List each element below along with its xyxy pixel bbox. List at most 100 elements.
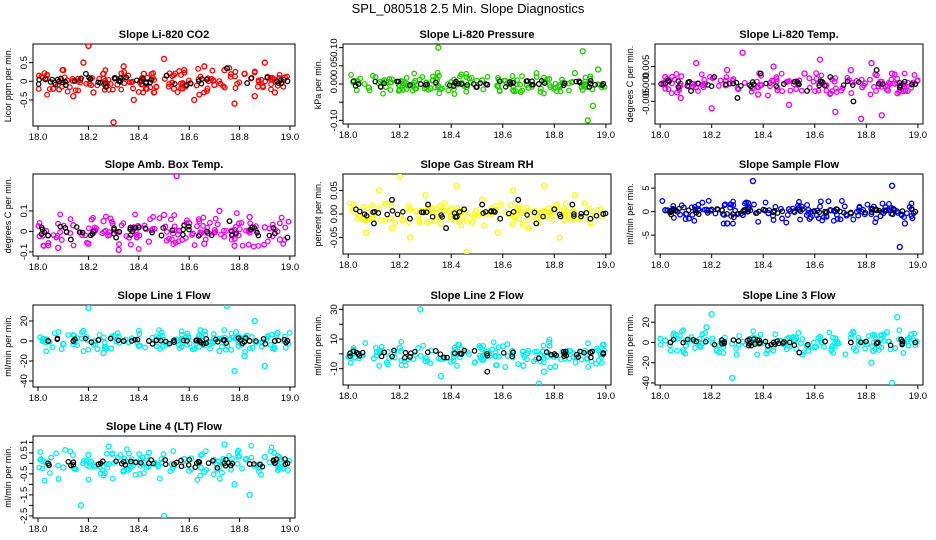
slope-point [785, 206, 793, 213]
mean-point [389, 353, 395, 360]
chart-panel-3: Slope Li-820 Temp. 18.0 18.2 18.4 18.6 18.8 19… [625, 29, 927, 141]
mean-point [391, 347, 397, 354]
slope-point [209, 67, 216, 74]
mean-point [205, 460, 212, 466]
mean-point [882, 208, 889, 214]
mean-point [257, 461, 263, 468]
slope-point [868, 359, 875, 366]
slope-point [509, 187, 517, 194]
slope-point [540, 90, 547, 97]
mean-point [171, 339, 178, 345]
mean-point [496, 78, 503, 85]
slope-point [832, 335, 839, 342]
mean-point [505, 210, 512, 217]
slope-point [135, 245, 142, 252]
slope-point [894, 90, 901, 97]
mean-point [169, 227, 176, 234]
mean-point [477, 80, 484, 86]
mean-point [899, 340, 906, 347]
slope-point [100, 472, 107, 479]
slope-point [904, 336, 911, 343]
slope-point [857, 115, 865, 122]
mean-point [684, 83, 691, 89]
mean-point [531, 209, 538, 216]
slope-point [582, 78, 589, 85]
slope-point [104, 232, 111, 239]
slope-point [712, 210, 719, 217]
slope-point [58, 236, 65, 243]
slope-point [533, 74, 540, 81]
y-axis-label: ml/min per min. [3, 315, 13, 377]
slope-point [160, 451, 167, 458]
slope-point [249, 344, 256, 351]
slope-point [708, 310, 715, 318]
mean-point [724, 211, 730, 217]
x-tick-label: 18.4 [442, 260, 461, 271]
slope-point [246, 345, 253, 352]
slope-point [598, 213, 605, 220]
slope-point [770, 217, 777, 223]
x-tick-label: 18.4 [130, 524, 149, 535]
slope-point [176, 344, 183, 351]
slope-point [833, 89, 840, 95]
mean-point [822, 338, 829, 345]
mean-point [752, 341, 758, 347]
mean-point [771, 208, 778, 214]
mean-point [437, 351, 444, 357]
x-tick-label: 19.0 [909, 130, 928, 141]
slope-point [241, 70, 248, 78]
slope-point [885, 87, 892, 94]
y-axis-label: kPa per min. [313, 59, 323, 110]
slope-point [657, 341, 664, 348]
slope-point [817, 203, 823, 210]
y-axis-label: ml/min per min. [625, 183, 635, 245]
slope-point [671, 335, 678, 342]
slope-point [153, 83, 160, 90]
slope-point [231, 100, 238, 107]
mean-point [586, 84, 593, 90]
slope-point [271, 449, 278, 456]
x-tick-label: 18.0 [651, 391, 670, 402]
slope-point [204, 224, 211, 231]
mean-point [195, 233, 202, 239]
slope-point [727, 204, 734, 211]
mean-point [451, 350, 458, 357]
mean-point [199, 76, 205, 82]
slope-point [238, 219, 245, 226]
data-points [35, 44, 291, 126]
x-tick-label: 18.2 [702, 391, 721, 402]
slope-point [458, 71, 465, 78]
mean-point [541, 80, 548, 87]
y-tick-label: -0.005 [641, 88, 652, 115]
mean-point [571, 213, 577, 219]
slope-point [109, 475, 116, 482]
mean-point [107, 335, 114, 342]
mean-point [680, 339, 686, 346]
mean-point [394, 211, 401, 218]
slope-point [380, 90, 387, 97]
x-tick-label: 18.2 [79, 132, 98, 143]
slope-point [841, 203, 848, 210]
mean-point [173, 459, 180, 466]
mean-point [223, 340, 229, 346]
slope-point [896, 243, 904, 251]
slope-point [207, 219, 213, 226]
slope-point [553, 88, 560, 95]
mean-point [587, 215, 594, 222]
slope-point [246, 491, 253, 499]
mean-point [172, 81, 178, 87]
slope-point [878, 344, 885, 351]
mean-point [162, 461, 169, 468]
slope-point [121, 455, 128, 462]
y-axis-label: Licor ppm per min. [3, 48, 13, 123]
slope-point [427, 85, 434, 92]
slope-point [218, 469, 225, 476]
y-tick-label: -40 [641, 376, 652, 390]
mean-point [147, 79, 153, 86]
slope-point [201, 63, 208, 70]
slope-point [245, 241, 252, 248]
slope-point [816, 56, 824, 63]
mean-point [100, 458, 106, 465]
slope-point [545, 205, 552, 211]
slope-point [730, 214, 737, 221]
